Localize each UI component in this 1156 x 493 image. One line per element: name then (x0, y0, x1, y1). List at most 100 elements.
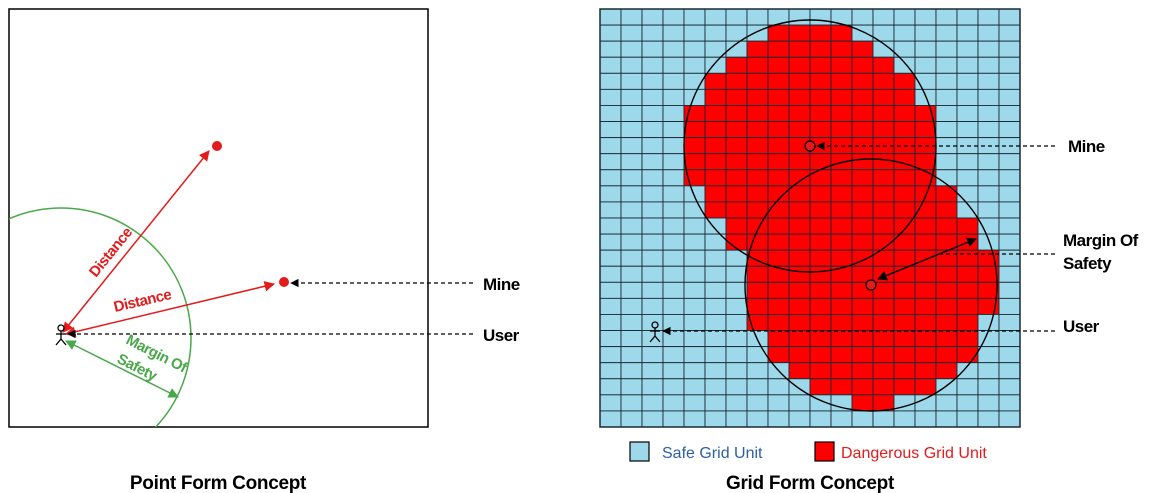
safe-grid-cell (998, 121, 1021, 139)
safe-grid-cell (641, 346, 664, 364)
dangerous-grid-cell (851, 378, 874, 396)
dangerous-grid-cell (767, 249, 790, 267)
dangerous-grid-cell (809, 217, 832, 235)
safe-grid-cell (599, 88, 622, 106)
dangerous-grid-cell (725, 72, 748, 90)
dangerous-grid-cell (704, 121, 727, 139)
safe-grid-cell (662, 105, 685, 122)
dangerous-grid-cell (683, 121, 706, 139)
safe-grid-cell (641, 56, 664, 74)
dangerous-grid-cell (830, 88, 853, 106)
dangerous-grid-cell (788, 362, 811, 380)
safe-grid-cell (662, 281, 685, 299)
safe-grid-cell (998, 362, 1021, 380)
dangerous-grid-cell (746, 88, 769, 106)
safe-grid-cell (620, 249, 643, 267)
safe-grid-cell (662, 378, 685, 396)
safe-grid-cell (977, 217, 1000, 235)
safe-grid-cell (683, 330, 706, 348)
safe-grid-cell (704, 249, 727, 267)
safe-grid-cell (977, 346, 1000, 364)
dangerous-grid-cell (767, 346, 790, 364)
safe-grid-cell (662, 265, 685, 283)
dangerous-grid-cell (851, 105, 874, 122)
safe-grid-cell (977, 201, 1000, 219)
safe-grid-cell (683, 217, 706, 235)
safe-grid-cell (977, 362, 1000, 380)
safe-grid-cell (662, 121, 685, 139)
safe-grid-cell (935, 40, 958, 58)
dangerous-grid-cell (830, 72, 853, 90)
dangerous-grid-cell (935, 330, 958, 348)
dangerous-grid-cell (767, 169, 790, 187)
dangerous-grid-cell (830, 281, 853, 299)
safe-grid-cell (599, 362, 622, 380)
safe-grid-cell (662, 40, 685, 58)
dangerous-grid-cell (872, 169, 895, 187)
safe-grid-cell (662, 56, 685, 74)
dangerous-grid-cell (935, 217, 958, 235)
safe-grid-cell (683, 249, 706, 267)
safe-grid-cell (683, 314, 706, 331)
safe-grid-cell (977, 378, 1000, 396)
safe-grid-cell (977, 88, 1000, 106)
dangerous-grid-cell (872, 121, 895, 139)
dangerous-grid-cell (767, 233, 790, 251)
safe-grid-cell (725, 265, 748, 283)
safe-grid-cell (599, 410, 622, 428)
safe-grid-cell (851, 24, 874, 42)
dangerous-grid-cell (893, 362, 916, 380)
safe-grid-cell (704, 346, 727, 364)
safe-grid-cell (683, 410, 706, 428)
dangerous-grid-cell (683, 137, 706, 155)
safe-grid-cell (935, 394, 958, 412)
safe-grid-cell (935, 24, 958, 42)
safe-grid-cell (683, 24, 706, 42)
dangerous-grid-cell (872, 185, 895, 203)
dangerous-grid-cell (830, 185, 853, 203)
safe-grid-cell (977, 330, 1000, 348)
safe-grid-cell (641, 201, 664, 219)
safe-grid-cell (872, 8, 895, 26)
safe-grid-cell (788, 8, 811, 26)
safe-grid-cell (599, 297, 622, 315)
safe-grid-cell (809, 410, 832, 428)
dangerous-grid-cell (872, 56, 895, 74)
dangerous-grid-cell (914, 153, 937, 171)
dangerous-grid-cell (872, 314, 895, 331)
safe-grid-cell (956, 40, 979, 58)
dangerous-grid-cell (851, 72, 874, 90)
safe-grid-cell (662, 314, 685, 331)
dangerous-grid-cell (683, 153, 706, 171)
dangerous-grid-cell (935, 362, 958, 380)
dangerous-grid-cell (746, 201, 769, 219)
dangerous-grid-cell (914, 281, 937, 299)
dangerous-grid-cell (788, 346, 811, 364)
grid-user-label: User (1063, 317, 1100, 336)
safe-grid-cell (683, 265, 706, 283)
dangerous-grid-cell (830, 314, 853, 331)
dangerous-grid-cell (725, 88, 748, 106)
safe-grid-cell (788, 378, 811, 396)
safe-grid-cell (662, 297, 685, 315)
dangerous-grid-cell (851, 121, 874, 139)
dangerous-grid-cell (956, 314, 979, 331)
dangerous-grid-cell (725, 105, 748, 122)
safe-grid-cell (662, 153, 685, 171)
safe-grid-cell (662, 24, 685, 42)
dangerous-grid-cell (704, 137, 727, 155)
safe-grid-cell (683, 40, 706, 58)
dangerous-grid-cell (809, 40, 832, 58)
safe-grid-cell (704, 265, 727, 283)
safe-grid-cell (599, 72, 622, 90)
dangerous-grid-cell (956, 330, 979, 348)
safe-grid-cell (662, 72, 685, 90)
safe-grid-cell (620, 121, 643, 139)
safe-grid-cell (725, 330, 748, 348)
user-label: User (483, 326, 520, 345)
dangerous-grid-cell (788, 121, 811, 139)
dangerous-grid-cell (851, 362, 874, 380)
dangerous-grid-cell (830, 105, 853, 122)
dangerous-grid-cell (830, 233, 853, 251)
dangerous-grid-cell (872, 394, 895, 412)
